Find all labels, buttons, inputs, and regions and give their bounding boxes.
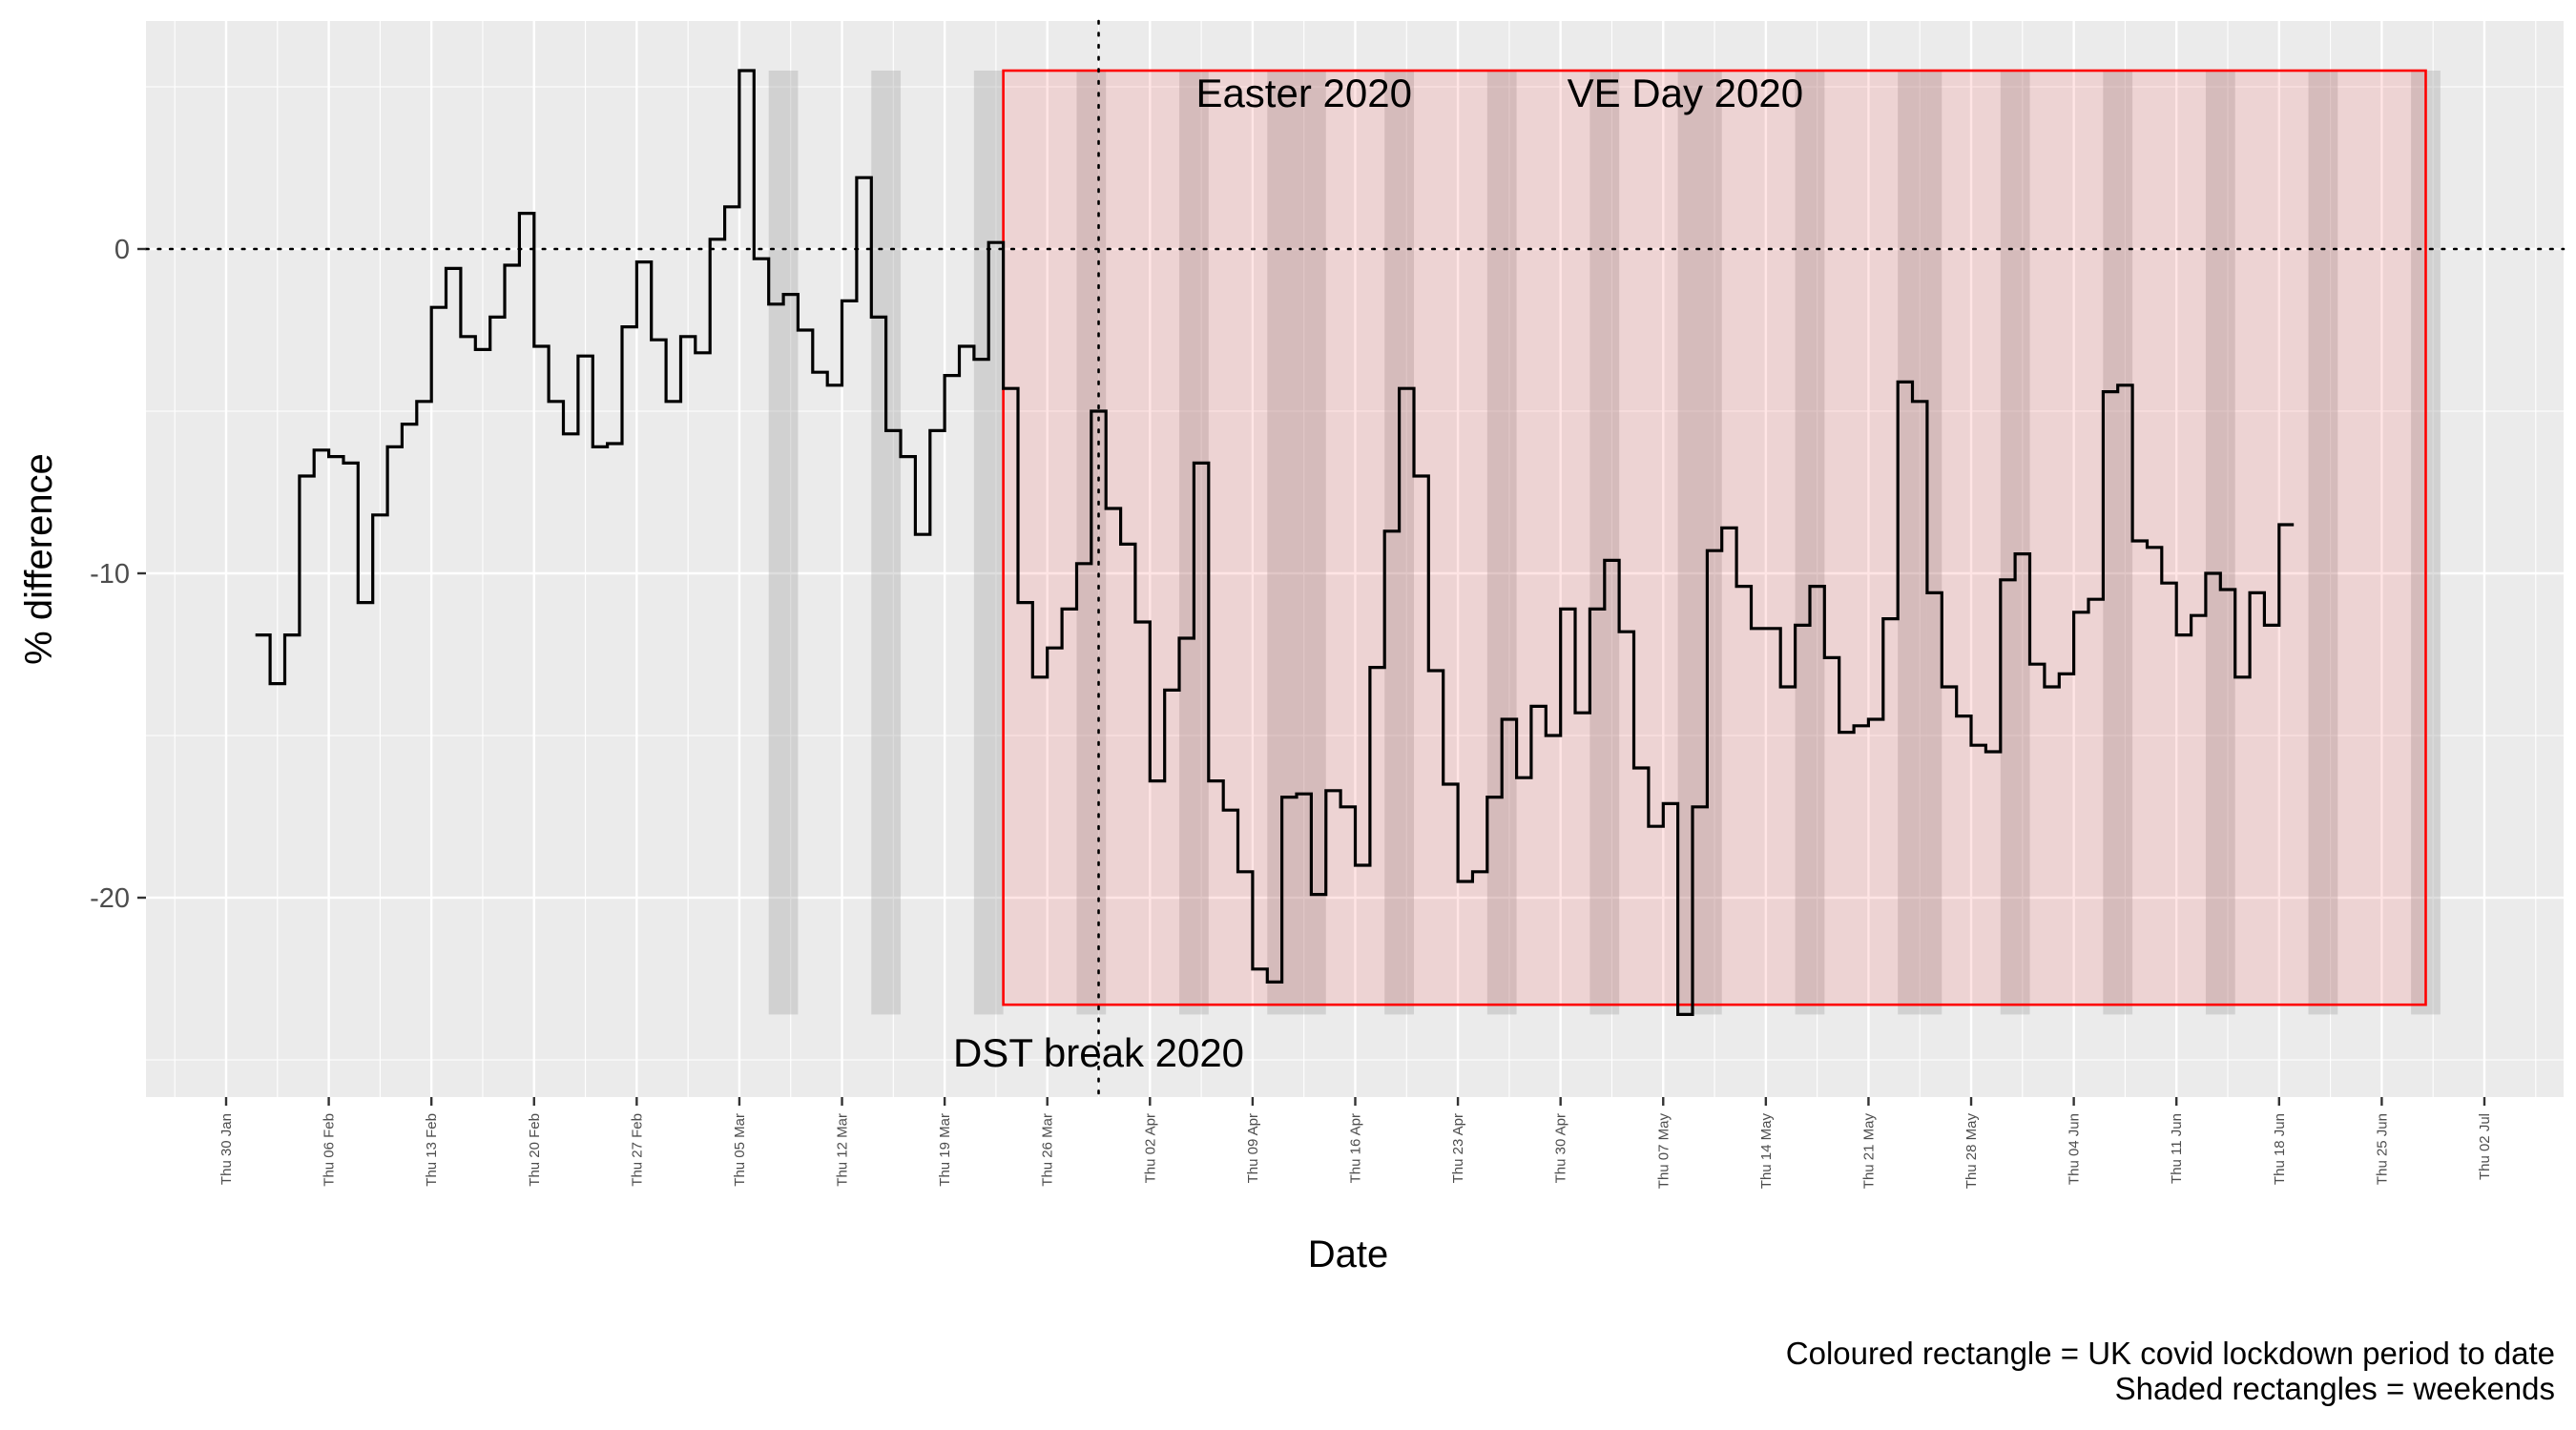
weekend-rect (2103, 71, 2133, 1015)
x-tick-label: Thu 13 Feb (424, 1113, 440, 1187)
grid-major (146, 21, 2564, 1097)
weekend-rect (2308, 71, 2338, 1015)
lockdown-period-rect (1002, 69, 2427, 1006)
weekend-rect (1795, 71, 1825, 1015)
event-label: DST break 2020 (953, 1030, 1244, 1075)
weekend-shading (768, 71, 2441, 1015)
x-tick-label: Thu 07 May (1655, 1113, 1672, 1190)
weekend-rect (1384, 71, 1414, 1015)
x-tick-label: Thu 26 Mar (1040, 1113, 1056, 1187)
y-tick-label: 0 (114, 235, 130, 265)
x-tick-label: Thu 02 Apr (1142, 1113, 1158, 1183)
x-tick-label: Thu 18 Jun (2272, 1113, 2288, 1185)
y-tick-label: -10 (90, 559, 130, 590)
weekend-rect (973, 71, 1004, 1015)
x-tick-label: Thu 04 Jun (2067, 1113, 2083, 1185)
x-tick-label: Thu 09 Apr (1245, 1113, 1261, 1183)
x-tick-label: Thu 28 May (1963, 1113, 1980, 1190)
reference-lines (144, 19, 2566, 1099)
x-tick-label: Thu 27 Feb (629, 1113, 645, 1187)
x-tick-label: Thu 05 Mar (732, 1113, 748, 1187)
x-tick-label: Thu 30 Jan (218, 1113, 235, 1185)
holiday-rect (1311, 71, 1326, 1015)
x-tick-label: Thu 21 May (1860, 1113, 1877, 1190)
weekend-rect (1486, 71, 1517, 1015)
y-tick-label: -20 (90, 883, 130, 914)
lockdown-rectangle (1002, 69, 2427, 1006)
weekend-rect (1589, 71, 1620, 1015)
weekend-rect (1898, 71, 1927, 1015)
x-tick-label: Thu 12 Mar (835, 1113, 851, 1187)
x-tick-label: Thu 11 Jun (2169, 1113, 2185, 1184)
x-tick-label: Thu 02 Jul (2477, 1113, 2493, 1180)
x-axis-title: Date (1308, 1233, 1389, 1275)
weekend-rect (2000, 71, 2030, 1015)
weekend-rect (768, 71, 799, 1015)
x-tick-label: Thu 23 Apr (1450, 1113, 1466, 1183)
event-label: Easter 2020 (1195, 71, 1412, 115)
holiday-rect (1926, 71, 1942, 1015)
x-tick-label: Thu 19 Mar (937, 1113, 953, 1187)
series-layer (255, 69, 2295, 1016)
y-axis: 0 -10 -20 (90, 235, 146, 914)
x-axis: Thu 30 Jan Thu 06 Feb Thu 13 Feb Thu 20 Feb… (218, 1097, 2493, 1189)
annotations: DST break 2020 Easter 2020 VE Day 2020 (953, 71, 1803, 1075)
x-tick-label: Thu 30 Apr (1553, 1113, 1569, 1183)
y-axis-title: % difference (18, 453, 60, 665)
x-tick-label: Thu 14 May (1758, 1113, 1775, 1190)
holiday-rect (1677, 71, 1693, 1015)
series-line (255, 69, 2295, 1016)
caption-line-1: Coloured rectangle = UK covid lockdown p… (1786, 1336, 2555, 1371)
x-tick-label: Thu 20 Feb (527, 1113, 543, 1187)
x-tick-label: Thu 16 Apr (1348, 1113, 1364, 1183)
caption-line-2: Shaded rectangles = weekends (2115, 1371, 2555, 1406)
event-label: VE Day 2020 (1568, 71, 1804, 115)
holiday-rect (1267, 71, 1282, 1015)
weekend-rect (871, 71, 902, 1015)
x-tick-label: Thu 06 Feb (322, 1113, 338, 1187)
x-tick-label: Thu 25 Jun (2374, 1113, 2390, 1185)
weekend-rect (1281, 71, 1312, 1015)
weekend-rect (1693, 71, 1722, 1015)
weekend-rect (2205, 71, 2235, 1015)
